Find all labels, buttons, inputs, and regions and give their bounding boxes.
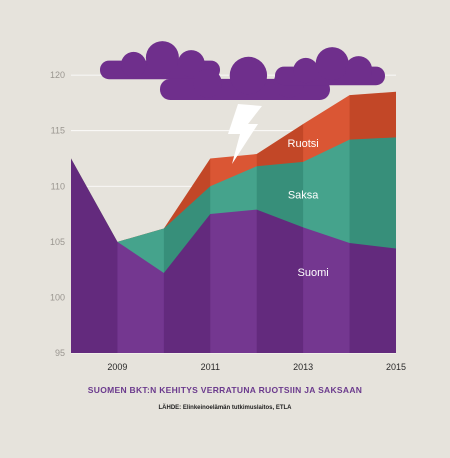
series-label-saksa: Saksa <box>288 190 319 202</box>
x-tick-2015: 2015 <box>386 362 406 372</box>
fold-panel <box>117 228 164 353</box>
fold-panel <box>303 95 350 353</box>
lightning-bolt-shape <box>228 104 262 164</box>
area-suomi <box>71 158 396 353</box>
series-label-suomi: Suomi <box>298 267 329 279</box>
cloud-icon <box>275 47 385 86</box>
fold-panel <box>210 154 257 353</box>
series-labels: Ruotsi Saksa Suomi <box>288 138 329 279</box>
x-tick-2009: 2009 <box>107 362 127 372</box>
storm-clouds <box>100 41 385 100</box>
y-tick-100: 100 <box>50 292 65 302</box>
lightning-icon <box>228 104 262 164</box>
fold-panel <box>256 124 304 354</box>
y-tick-120: 120 <box>50 70 65 80</box>
fold-panel <box>163 158 211 353</box>
y-tick-110: 110 <box>51 181 65 191</box>
fold-shading <box>71 91 396 354</box>
series-label-ruotsi: Ruotsi <box>288 138 319 150</box>
y-axis-ticks: 95 100 105 110 115 120 <box>50 70 65 358</box>
chart-source: LÄHDE: Elinkeinoelämän tutkimuslaitos, E… <box>158 405 292 411</box>
series-areas <box>71 91 396 354</box>
fold-panel <box>349 91 396 354</box>
chart-title: SUOMEN BKT:N KEHITYS VERRATUNA RUOTSIIN … <box>87 385 363 395</box>
y-tick-115: 115 <box>51 126 65 136</box>
y-tick-95: 95 <box>55 348 65 358</box>
x-axis-ticks: 2009 2011 2013 2015 <box>107 362 406 372</box>
fold-panel <box>71 158 118 353</box>
x-tick-2011: 2011 <box>201 362 220 372</box>
y-tick-105: 105 <box>50 237 65 247</box>
cloud-icon <box>100 41 220 80</box>
x-tick-2013: 2013 <box>293 362 313 372</box>
